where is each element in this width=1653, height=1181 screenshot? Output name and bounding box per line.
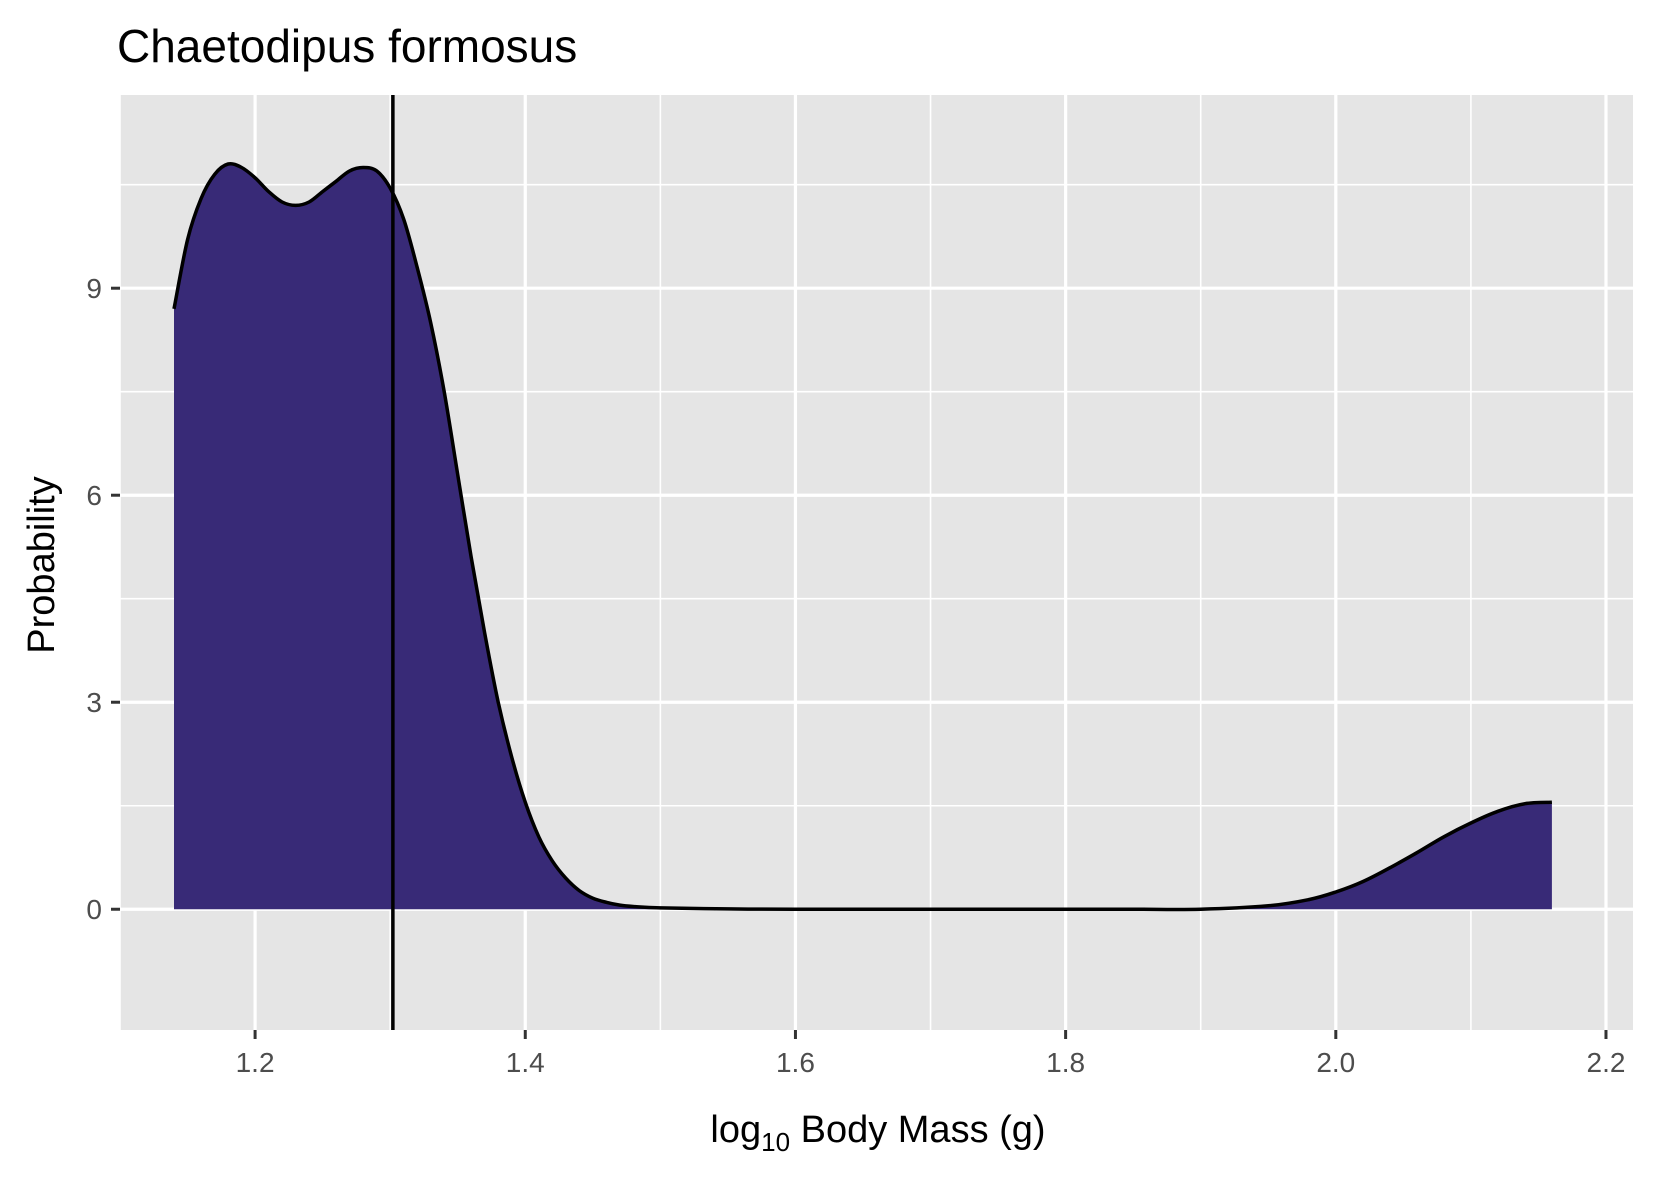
x-axis-label: log10 Body Mass (g) [710, 1109, 1045, 1157]
x-tick-label: 1.6 [776, 1047, 815, 1078]
x-tick-label: 2.0 [1316, 1047, 1355, 1078]
x-tick-label: 1.8 [1046, 1047, 1085, 1078]
x-tick-label: 1.2 [236, 1047, 275, 1078]
chart-title: Chaetodipus formosus [117, 20, 577, 72]
x-axis-label-rest: Body Mass (g) [790, 1109, 1046, 1151]
y-tick-label: 3 [86, 687, 102, 718]
density-layer [172, 161, 1552, 912]
y-axis-label: Probability [21, 476, 63, 653]
x-axis-label-base: log [710, 1109, 761, 1151]
x-axis-label-subscript: 10 [761, 1127, 790, 1157]
density-line [172, 161, 1552, 912]
density-fill [174, 163, 1552, 910]
x-tick-label: 1.4 [506, 1047, 545, 1078]
y-tick-label: 0 [86, 894, 102, 925]
x-axis: 1.2 1.4 1.6 1.8 2.0 2.2 [236, 1030, 1626, 1078]
x-tick-label: 2.2 [1587, 1047, 1626, 1078]
y-axis: 0 3 6 9 [86, 273, 120, 925]
y-tick-label: 6 [86, 480, 102, 511]
y-tick-label: 9 [86, 273, 102, 304]
